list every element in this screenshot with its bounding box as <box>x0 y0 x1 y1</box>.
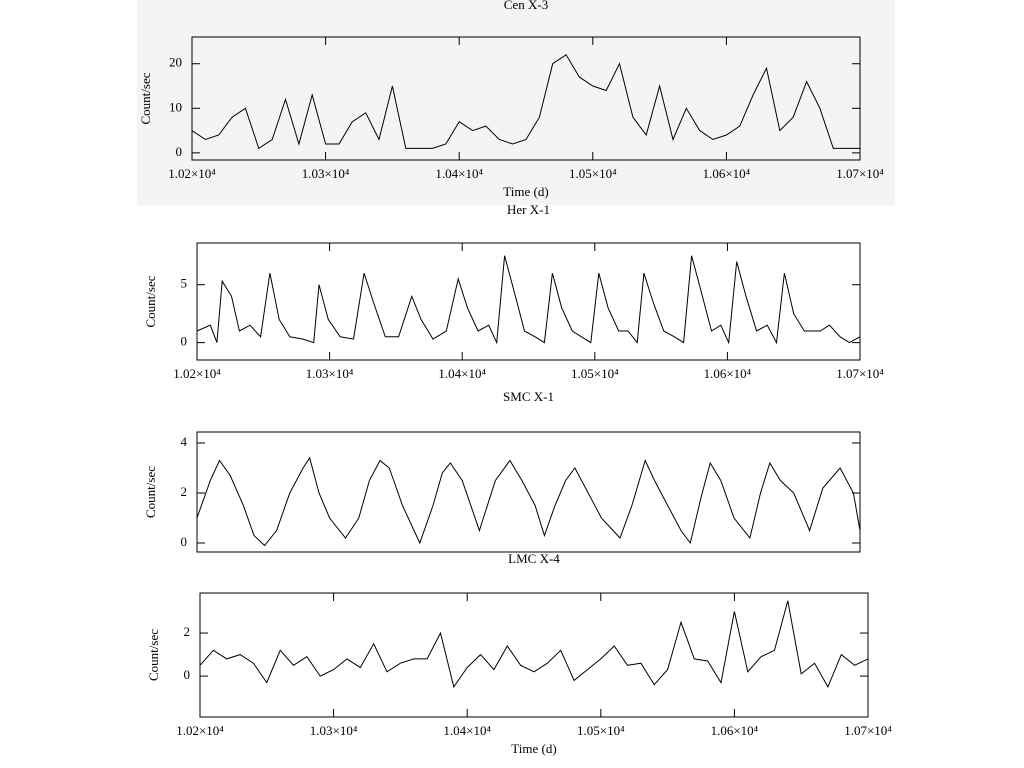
y-axis-label: Count/sec <box>138 72 153 124</box>
x-tick-label: 1.04×10⁴ <box>443 723 491 738</box>
y-axis-label: Count/sec <box>143 466 158 518</box>
plot-frame <box>191 36 861 161</box>
x-tick-label: 1.04×10⁴ <box>438 366 486 381</box>
x-tick-label: 1.04×10⁴ <box>435 166 483 181</box>
panel-background <box>137 0 895 205</box>
x-tick-label: 1.06×10⁴ <box>704 366 752 381</box>
chart-title: LMC X-4 <box>508 551 560 566</box>
x-axis-label: Time (d) <box>511 741 556 756</box>
light-curve <box>196 456 861 547</box>
x-tick-label: 1.05×10⁴ <box>571 366 619 381</box>
y-tick-label: 2 <box>184 624 191 639</box>
x-tick-label: 1.06×10⁴ <box>703 166 751 181</box>
y-tick-label: 5 <box>181 276 188 291</box>
light-curve <box>196 255 861 345</box>
y-tick-label: 0 <box>184 667 191 682</box>
y-tick-label: 0 <box>181 334 188 349</box>
chart-title: Cen X-3 <box>504 0 548 12</box>
x-tick-label: 1.02×10⁴ <box>168 166 216 181</box>
y-axis-label: Count/sec <box>143 275 158 327</box>
y-tick-label: 0 <box>176 144 183 159</box>
x-tick-label: 1.02×10⁴ <box>176 723 224 738</box>
y-axis-label: Count/sec <box>146 629 161 681</box>
plot-frame <box>196 242 861 361</box>
y-tick-label: 10 <box>169 99 182 114</box>
x-tick-label: 1.07×10⁴ <box>844 723 892 738</box>
light-curve <box>199 600 869 689</box>
y-tick-label: 4 <box>181 434 188 449</box>
y-tick-label: 2 <box>181 484 188 499</box>
x-tick-label: 1.06×10⁴ <box>711 723 759 738</box>
x-tick-label: 1.07×10⁴ <box>836 366 884 381</box>
x-tick-label: 1.05×10⁴ <box>577 723 625 738</box>
plot-frame <box>196 431 861 553</box>
x-tick-label: 1.05×10⁴ <box>569 166 617 181</box>
x-tick-label: 1.03×10⁴ <box>302 166 350 181</box>
plot-frame <box>199 592 869 718</box>
x-tick-label: 1.03×10⁴ <box>306 366 354 381</box>
y-tick-label: 0 <box>181 534 188 549</box>
chart-title: Her X-1 <box>507 202 550 217</box>
x-tick-label: 1.03×10⁴ <box>310 723 358 738</box>
light-curve <box>191 54 860 150</box>
chart-title: SMC X-1 <box>503 389 554 404</box>
x-tick-label: 1.02×10⁴ <box>173 366 221 381</box>
x-tick-label: 1.07×10⁴ <box>836 166 884 181</box>
x-axis-label: Time (d) <box>503 184 548 199</box>
y-tick-label: 20 <box>169 55 182 70</box>
